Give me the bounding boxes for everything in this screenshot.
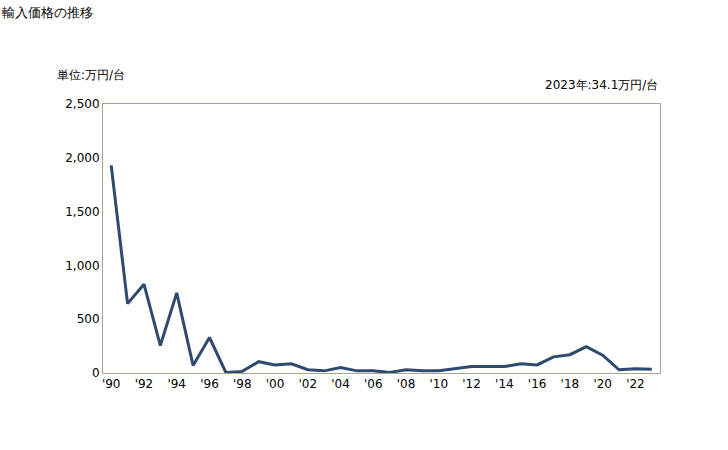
svg-text:'02: '02 — [298, 377, 317, 391]
svg-text:輸入価格の推移: 輸入価格の推移 — [2, 5, 93, 20]
svg-text:'92: '92 — [135, 377, 154, 391]
svg-text:'10: '10 — [430, 377, 449, 391]
svg-text:500: 500 — [77, 312, 100, 326]
svg-text:'18: '18 — [561, 377, 580, 391]
svg-text:'00: '00 — [266, 377, 285, 391]
svg-text:'98: '98 — [233, 377, 252, 391]
svg-text:2,500: 2,500 — [65, 97, 99, 111]
svg-text:1,000: 1,000 — [65, 259, 99, 273]
svg-text:'20: '20 — [593, 377, 612, 391]
svg-text:2,000: 2,000 — [65, 151, 99, 165]
svg-text:'22: '22 — [626, 377, 645, 391]
svg-text:'96: '96 — [200, 377, 219, 391]
svg-text:'16: '16 — [528, 377, 547, 391]
svg-text:'12: '12 — [462, 377, 481, 391]
svg-text:'04: '04 — [331, 377, 350, 391]
svg-text:単位:万円/台: 単位:万円/台 — [57, 68, 125, 82]
svg-text:2023年:34.1万円/台: 2023年:34.1万円/台 — [545, 78, 658, 92]
svg-text:'90: '90 — [102, 377, 121, 391]
svg-text:'08: '08 — [397, 377, 416, 391]
svg-text:'94: '94 — [167, 377, 186, 391]
svg-text:1,500: 1,500 — [65, 205, 99, 219]
svg-text:0: 0 — [92, 366, 100, 380]
svg-text:'14: '14 — [495, 377, 514, 391]
svg-text:'06: '06 — [364, 377, 383, 391]
